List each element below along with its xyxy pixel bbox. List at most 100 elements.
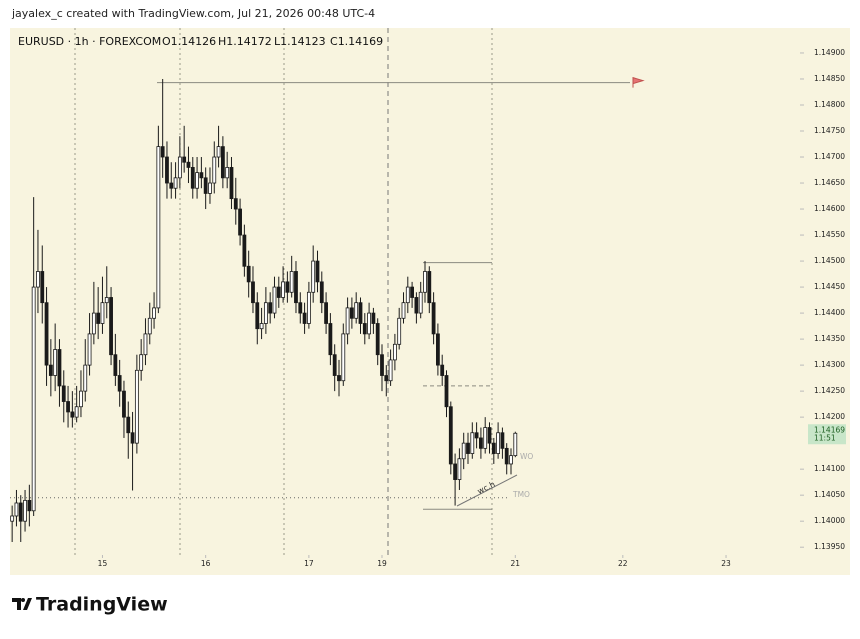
x-tick-label: 16 <box>201 559 211 568</box>
candle-body <box>53 349 58 376</box>
candle-body <box>375 323 380 356</box>
y-tick-label: 1.14250 <box>814 386 845 395</box>
session-dividers <box>74 28 493 555</box>
candle-body <box>337 375 341 382</box>
candle-body <box>384 375 389 382</box>
y-tick-label: 1.14200 <box>814 412 845 421</box>
candle-body <box>23 499 27 522</box>
candle-body <box>272 286 277 314</box>
candle-body <box>349 307 354 319</box>
y-tick-label: 1.14050 <box>814 490 845 499</box>
candle-body <box>165 156 169 184</box>
candle-body <box>169 182 174 189</box>
candle-body <box>397 317 402 345</box>
candle-body <box>496 432 501 454</box>
legend-item: L1.14123 <box>274 35 326 48</box>
candle-body <box>289 271 294 293</box>
candle-body <box>440 364 445 376</box>
candle-body <box>410 286 414 298</box>
legend-key: C <box>330 35 338 48</box>
candle-body <box>100 302 105 324</box>
candle-body <box>362 323 367 335</box>
candle-body <box>212 156 217 184</box>
candle-body <box>315 260 320 283</box>
candle-body <box>504 447 509 465</box>
legend-key: O <box>162 35 171 48</box>
candle-body <box>324 302 328 324</box>
candle-body <box>27 499 32 512</box>
y-tick-label: 1.14350 <box>814 334 845 343</box>
x-tick-label: 17 <box>304 559 314 568</box>
candle-body <box>255 302 260 330</box>
candle-body <box>457 458 462 480</box>
candle-body <box>418 291 423 314</box>
candle-body <box>113 354 118 376</box>
candle-body <box>276 286 281 298</box>
candle-body <box>509 455 513 465</box>
candle-body <box>354 302 359 319</box>
y-tick-label: 1.14600 <box>814 204 845 213</box>
y-tick-label: 1.14000 <box>814 516 845 525</box>
candle-body <box>401 302 406 319</box>
candle-body <box>173 177 178 189</box>
candle-body <box>57 349 62 387</box>
candle-body <box>311 260 316 293</box>
candle-body <box>160 146 165 158</box>
candle-body <box>156 146 161 309</box>
candle-body <box>414 297 419 314</box>
candle-body <box>104 297 109 304</box>
trend-line <box>456 474 518 507</box>
candle-body <box>367 312 371 335</box>
candle-body <box>18 502 23 522</box>
candle-body <box>109 297 113 356</box>
candle-body <box>268 302 273 314</box>
y-tick-label: 1.14450 <box>814 282 845 291</box>
candle-body <box>251 281 255 304</box>
candle-body <box>246 265 251 283</box>
candle-body <box>143 333 148 356</box>
candle-body <box>79 390 83 408</box>
candle-body <box>126 416 131 434</box>
y-tick-label: 1.14800 <box>814 100 845 109</box>
candle-body <box>130 432 135 444</box>
candle-body <box>259 323 264 330</box>
candle-body <box>134 369 139 444</box>
candle-body <box>479 437 483 449</box>
flag <box>632 76 645 88</box>
y-tick-label: 1.13950 <box>814 542 845 551</box>
legend-key: H <box>218 35 226 48</box>
candle-body <box>500 432 505 449</box>
candle-body <box>229 167 234 200</box>
candle-body <box>48 364 53 376</box>
x-tick-label: 22 <box>618 559 628 568</box>
annotation: WO <box>520 452 533 461</box>
candle-body <box>294 271 298 304</box>
candle-body <box>139 354 144 371</box>
candle-body <box>487 427 492 444</box>
x-tick-label: 21 <box>511 559 521 568</box>
candle-body <box>61 385 66 402</box>
y-tick-label: 1.14650 <box>814 178 845 187</box>
candle-body <box>302 312 307 324</box>
candle-body <box>122 390 126 418</box>
y-tick-label: 1.14400 <box>814 308 845 317</box>
x-tick-label: 19 <box>377 559 387 568</box>
candle-body <box>87 333 92 366</box>
candle-body <box>491 442 496 454</box>
y-tick-label: 1.14850 <box>814 74 845 83</box>
legend-value: 1.14172 <box>226 35 272 48</box>
price-tag-label: 1.14169 <box>814 425 845 434</box>
candle-body <box>328 323 333 356</box>
annotation: TMO <box>512 490 530 499</box>
y-tick-label: 1.14900 <box>814 48 845 57</box>
candle-body <box>177 156 182 179</box>
legend-item: O1.14126 <box>162 35 216 48</box>
candle-body <box>66 401 70 413</box>
candle-body <box>431 302 436 335</box>
candle-body <box>10 515 15 522</box>
x-tick-label: 23 <box>721 559 731 568</box>
candle-body <box>298 302 303 314</box>
candle-body <box>423 271 427 293</box>
candle-body <box>74 406 79 418</box>
candle-body <box>483 427 488 449</box>
